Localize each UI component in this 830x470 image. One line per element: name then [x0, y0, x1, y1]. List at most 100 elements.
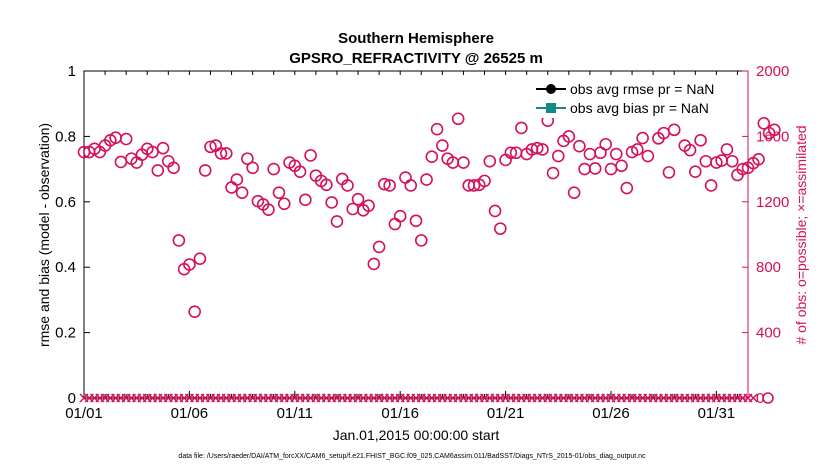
obs-possible-point	[736, 162, 750, 176]
obs-possible-point	[262, 203, 275, 216]
obs-possible-point	[172, 234, 186, 247]
y-left-tick-label: 0.2	[55, 325, 76, 342]
obs-possible-point	[494, 222, 507, 235]
obs-possible-point	[515, 121, 528, 135]
obs-possible-point	[536, 143, 549, 156]
obs-possible-point	[193, 252, 207, 265]
obs-possible-point	[694, 134, 707, 147]
obs-possible-point	[230, 173, 244, 186]
x-tick-label: 01/11	[277, 405, 313, 422]
obs-possible-point	[219, 147, 233, 160]
obs-possible-series	[77, 97, 781, 318]
obs-possible-point	[272, 186, 286, 199]
x-tick-label: 01/16	[381, 405, 419, 422]
obs-possible-point	[609, 147, 623, 161]
legend-rmse-marker	[546, 84, 556, 94]
obs-possible-point	[689, 165, 702, 179]
obs-assimilated-series	[79, 392, 774, 404]
x-tick-label: 01/01	[65, 405, 103, 422]
obs-possible-point	[330, 215, 344, 228]
obs-possible-point	[119, 132, 133, 146]
obs-possible-point	[546, 166, 560, 180]
obs-possible-point	[768, 123, 781, 137]
right-zero-marker	[762, 392, 774, 404]
obs-possible-point	[388, 217, 402, 231]
x-axis-ticks: 01/01 01/06 01/11 01/16 01/21 01/26 01/31	[65, 71, 738, 422]
obs-possible-point	[351, 192, 365, 206]
obs-possible-point	[393, 209, 407, 223]
legend-bias-marker	[546, 103, 556, 113]
obs-possible-point	[436, 139, 449, 152]
obs-possible-point	[757, 117, 771, 130]
right-axis-label: # of obs: o=possible; ×=assimilated	[793, 125, 809, 344]
y-right-tick-label: 800	[756, 259, 781, 276]
left-axis-ticks: 0 0.2 0.4 0.6 0.8 1	[55, 63, 90, 407]
y-left-tick-label: 0.8	[55, 128, 76, 145]
y-right-tick-label: 0	[756, 390, 764, 407]
obs-possible-point	[362, 199, 375, 213]
obs-possible-point	[241, 152, 254, 165]
data-file-footnote: data file: /Users/raeder/DAI/ATM_forcXX/…	[178, 453, 646, 460]
obs-possible-point	[725, 154, 739, 168]
obs-possible-point	[467, 179, 481, 192]
obs-possible-point	[699, 154, 713, 168]
obs-possible-point	[367, 257, 381, 271]
chart-title: Southern Hemisphere	[338, 30, 494, 47]
obs-possible-point	[615, 159, 628, 173]
obs-possible-point	[599, 137, 613, 151]
obs-possible-point	[235, 186, 249, 199]
obs-possible-point	[710, 156, 723, 169]
obs-possible-point	[156, 141, 170, 155]
obs-possible-point	[225, 181, 238, 194]
y-right-tick-label: 400	[756, 325, 781, 342]
x-tick-label: 01/06	[171, 405, 209, 422]
y-right-tick-label: 1200	[756, 194, 789, 211]
y-left-tick-label: 1	[68, 63, 76, 80]
obs-possible-point	[704, 179, 718, 192]
obs-possible-point	[399, 171, 412, 184]
obs-possible-point	[341, 179, 354, 192]
y-right-tick-label: 2000	[756, 63, 789, 80]
chart-subtitle: GPSRO_REFRACTIVITY @ 26525 m	[289, 50, 543, 67]
obs-possible-point	[488, 204, 502, 218]
obs-possible-point	[667, 123, 681, 137]
obs-possible-point	[662, 166, 676, 179]
x-tick-label: 01/26	[592, 405, 630, 422]
obs-possible-point	[604, 162, 618, 176]
obs-possible-point	[214, 147, 228, 160]
obs-possible-point	[620, 181, 634, 195]
y-left-tick-label: 0	[68, 390, 76, 407]
obs-possible-point	[383, 179, 396, 192]
obs-possible-point	[631, 143, 644, 156]
obs-possible-point	[641, 149, 655, 163]
obs-possible-point	[146, 145, 159, 159]
obs-possible-point	[551, 149, 565, 163]
plot-frame	[83, 70, 749, 399]
obs-possible-point	[304, 149, 317, 162]
obs-possible-point	[567, 186, 581, 199]
x-tick-label: 01/21	[487, 405, 525, 422]
obs-possible-point	[504, 146, 518, 160]
obs-possible-point	[683, 143, 697, 157]
obs-possible-point	[188, 305, 201, 318]
obs-possible-point	[299, 193, 312, 207]
left-axis-label: rmse and bias (model - observation)	[36, 123, 52, 347]
obs-possible-point	[530, 141, 544, 155]
obs-possible-point	[246, 161, 259, 175]
obs-possible-point	[483, 154, 497, 168]
obs-possible-point	[720, 143, 734, 156]
obs-possible-point	[425, 150, 439, 163]
obs-possible-point	[430, 122, 444, 136]
obs-possible-point	[151, 164, 165, 177]
obs-possible-point	[573, 139, 586, 153]
legend-rmse-label: obs avg rmse pr = NaN	[570, 81, 714, 97]
legend-bias-label: obs avg bias pr = NaN	[570, 100, 709, 116]
obs-possible-point	[267, 162, 281, 176]
x-tick-label: 01/31	[698, 405, 736, 422]
obs-possible-point	[293, 165, 307, 179]
obs-possible-point	[588, 162, 602, 175]
obs-possible-point	[404, 179, 418, 192]
y-left-tick-label: 0.6	[55, 194, 76, 211]
